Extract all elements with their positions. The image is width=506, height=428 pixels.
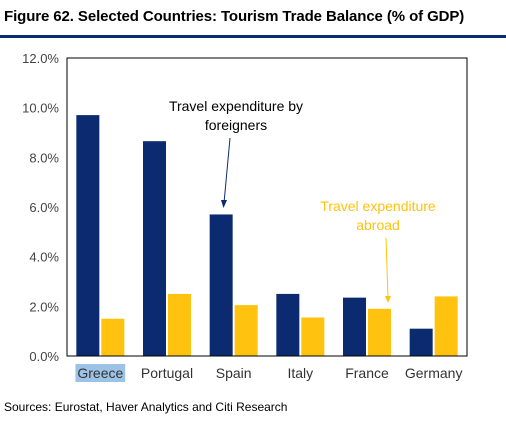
bar-germany-series2: [434, 296, 458, 356]
x-tick-label: Germany: [405, 365, 463, 381]
annotation-foreigners-arrowhead: [221, 200, 227, 208]
bar-spain-series1: [209, 214, 233, 356]
y-tick-label: 8.0%: [29, 150, 59, 165]
x-tick-label: Portugal: [141, 365, 193, 381]
x-tick-label: France: [345, 365, 389, 381]
bars-group: [76, 115, 458, 356]
annotation-foreigners-line1: Travel expenditure by: [169, 98, 303, 114]
source-note: Sources: Eurostat, Haver Analytics and C…: [4, 400, 288, 414]
y-tick-label: 4.0%: [29, 250, 59, 265]
y-tick-label: 0.0%: [29, 349, 59, 364]
x-tick-label: Italy: [287, 365, 313, 381]
bar-chart: 0.0% 2.0% 4.0% 6.0% 8.0% 10.0% 12.0% Greece Por…: [22, 51, 468, 382]
bar-france-series1: [343, 297, 366, 356]
annotation-abroad-arrow: [385, 237, 389, 299]
bar-portugal-series1: [143, 141, 166, 356]
annotations: Travel expenditure by foreigners Travel …: [169, 98, 436, 303]
annotation-foreigners-arrow: [223, 137, 231, 204]
bar-italy-series1: [276, 293, 300, 356]
bar-greece-series1: [76, 115, 100, 356]
plot-frame: [66, 57, 468, 357]
bar-france-series2: [368, 308, 391, 356]
bar-portugal-series2: [168, 293, 191, 356]
category-highlight: [75, 364, 126, 382]
y-tick-label: 2.0%: [29, 299, 59, 314]
y-tick-label: 10.0%: [22, 101, 59, 116]
annotation-foreigners-line2: foreigners: [205, 117, 267, 133]
annotation-abroad-arrowhead: [385, 296, 391, 303]
y-axis-labels: 0.0% 2.0% 4.0% 6.0% 8.0% 10.0% 12.0%: [22, 51, 59, 364]
annotation-abroad-line1: Travel expenditure: [320, 198, 436, 214]
y-tick-label: 12.0%: [22, 51, 59, 66]
x-axis-labels: Greece Portugal Spain Italy France Germany: [75, 364, 462, 382]
bar-greece-series2: [101, 318, 125, 356]
bar-spain-series2: [234, 305, 258, 356]
annotation-abroad-line2: abroad: [356, 217, 400, 233]
bar-germany-series1: [409, 328, 433, 356]
chart-title: Figure 62. Selected Countries: Tourism T…: [4, 8, 465, 25]
bar-italy-series2: [301, 317, 325, 356]
y-tick-label: 6.0%: [29, 200, 59, 215]
x-tick-label: Spain: [216, 365, 252, 381]
x-tick-label: Greece: [77, 365, 123, 381]
title-rule: [0, 35, 506, 38]
